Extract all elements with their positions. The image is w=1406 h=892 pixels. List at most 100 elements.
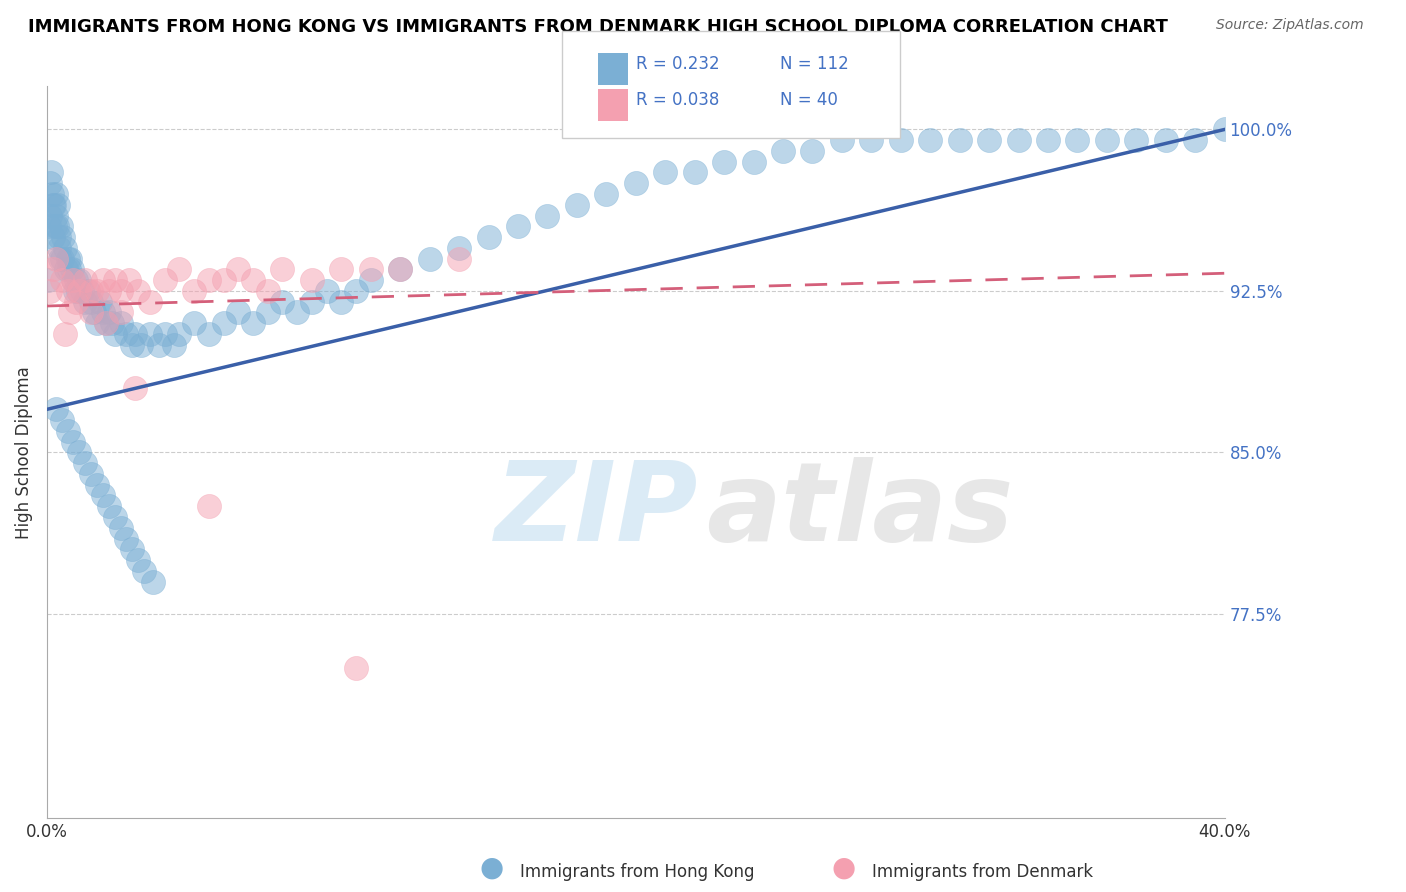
Point [890, 133, 912, 147]
Text: R = 0.038: R = 0.038 [636, 91, 718, 109]
Point [118, 273, 141, 287]
Point [183, 284, 205, 298]
Point [77, 284, 100, 298]
Point [242, 273, 264, 287]
Point [42, 230, 65, 244]
Point [330, 294, 353, 309]
Point [506, 219, 529, 234]
Point [124, 326, 146, 341]
Point [44, 198, 66, 212]
Point [56, 424, 79, 438]
Point [97, 305, 120, 319]
Point [53, 326, 76, 341]
Text: Immigrants from Hong Kong: Immigrants from Hong Kong [520, 863, 755, 881]
Point [104, 326, 127, 341]
Point [39, 209, 62, 223]
Point [91, 305, 114, 319]
Point [89, 294, 111, 309]
Point [38, 176, 60, 190]
Point [127, 553, 149, 567]
Point [44, 219, 66, 234]
Point [1184, 133, 1206, 147]
Point [94, 316, 117, 330]
Point [242, 316, 264, 330]
Point [772, 144, 794, 158]
Point [104, 510, 127, 524]
Point [565, 198, 588, 212]
Point [121, 337, 143, 351]
Point [713, 154, 735, 169]
Point [94, 316, 117, 330]
Point [256, 305, 278, 319]
Point [979, 133, 1001, 147]
Point [62, 434, 84, 449]
Text: ●: ● [479, 854, 505, 881]
Point [742, 154, 765, 169]
Point [920, 133, 942, 147]
Point [389, 262, 412, 277]
Point [80, 284, 103, 298]
Point [67, 445, 90, 459]
Text: Immigrants from Denmark: Immigrants from Denmark [872, 863, 1092, 881]
Point [121, 542, 143, 557]
Text: N = 40: N = 40 [780, 91, 838, 109]
Point [1125, 133, 1147, 147]
Point [860, 133, 883, 147]
Point [48, 241, 70, 255]
Point [59, 305, 82, 319]
Point [183, 316, 205, 330]
Point [212, 273, 235, 287]
Point [60, 262, 83, 277]
Text: Source: ZipAtlas.com: Source: ZipAtlas.com [1216, 18, 1364, 32]
Point [115, 326, 138, 341]
Point [42, 198, 65, 212]
Point [86, 477, 108, 491]
Point [62, 273, 84, 287]
Point [46, 198, 69, 212]
Point [58, 262, 80, 277]
Point [1213, 122, 1236, 136]
Point [271, 262, 294, 277]
Y-axis label: High School Diploma: High School Diploma [15, 366, 32, 539]
Point [100, 316, 122, 330]
Point [49, 219, 72, 234]
Point [91, 488, 114, 502]
Point [595, 187, 617, 202]
Point [104, 273, 127, 287]
Text: ●: ● [831, 854, 856, 881]
Point [80, 305, 103, 319]
Text: atlas: atlas [706, 458, 1014, 565]
Point [56, 284, 79, 298]
Point [226, 305, 249, 319]
Point [389, 262, 412, 277]
Text: ZIP: ZIP [495, 458, 697, 565]
Point [45, 209, 67, 223]
Point [59, 252, 82, 266]
Point [86, 284, 108, 298]
Point [1066, 133, 1088, 147]
Point [477, 230, 499, 244]
Point [51, 413, 73, 427]
Text: N = 112: N = 112 [780, 55, 849, 73]
Point [45, 187, 67, 202]
Point [51, 252, 73, 266]
Point [148, 337, 170, 351]
Point [315, 284, 337, 298]
Point [65, 273, 87, 287]
Point [110, 305, 132, 319]
Point [75, 273, 97, 287]
Point [129, 337, 152, 351]
Point [1095, 133, 1118, 147]
Point [169, 262, 191, 277]
Point [53, 241, 76, 255]
Point [41, 187, 63, 202]
Point [80, 467, 103, 481]
Point [48, 230, 70, 244]
Point [344, 284, 367, 298]
Point [132, 564, 155, 578]
Text: R = 0.232: R = 0.232 [636, 55, 718, 73]
Point [139, 294, 162, 309]
Point [127, 284, 149, 298]
Point [139, 326, 162, 341]
Point [45, 402, 67, 417]
